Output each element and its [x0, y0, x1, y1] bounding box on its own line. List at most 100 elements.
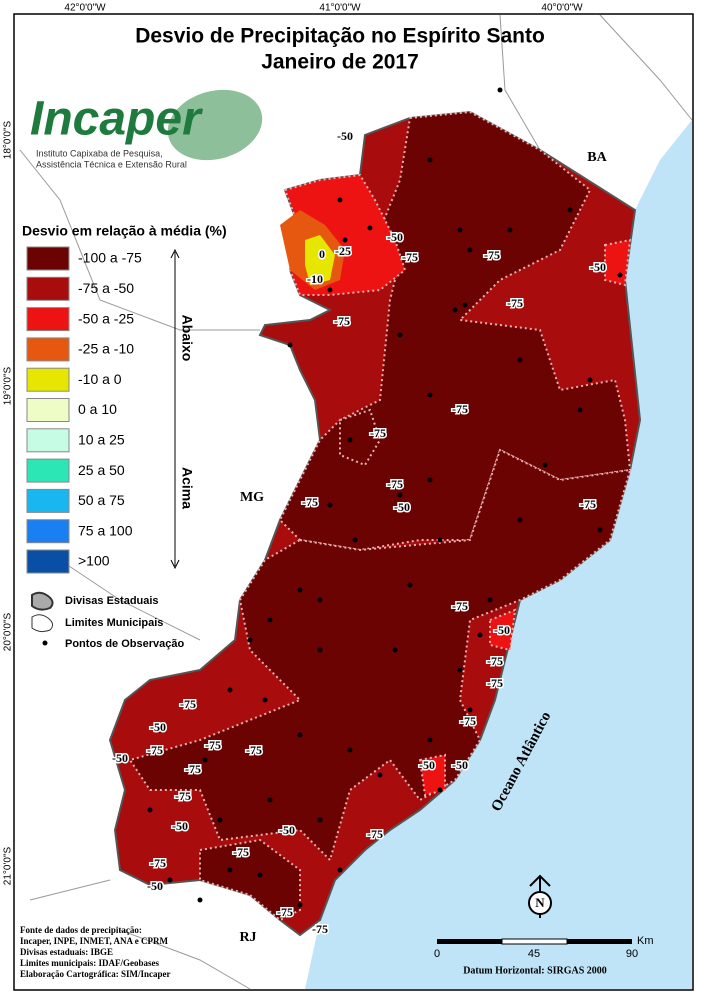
longitude-label: 41°0'0"W — [319, 3, 361, 14]
scale-segment — [437, 939, 502, 944]
region-dark — [128, 448, 632, 862]
contour-label: -75 — [312, 922, 328, 936]
contour-label: -75 — [370, 426, 386, 440]
contour-label: -50 — [112, 751, 128, 765]
logo-caption: Instituto Capixaba de Pesquisa, — [36, 148, 163, 158]
observation-point — [397, 332, 403, 338]
neighbour-borders — [19, 14, 693, 990]
observation-point — [377, 772, 383, 778]
region-yellow — [305, 235, 335, 285]
legend-swatch — [26, 307, 70, 332]
scale-segment — [567, 939, 632, 944]
legend-swatch — [26, 246, 70, 271]
contour-label: -75 — [484, 248, 500, 262]
contour-label: -50 — [337, 129, 353, 143]
observation-point — [507, 227, 513, 233]
observation-point — [327, 287, 333, 293]
observation-point — [617, 272, 623, 278]
state-name: BA — [587, 150, 607, 165]
source-line: Incaper, INPE, INMET, ANA e CPRM — [20, 936, 169, 946]
contour-label: -75 — [387, 477, 403, 491]
latitude-label: 18°0'0"S — [3, 120, 14, 159]
contour-label: -75 — [233, 845, 249, 859]
observation-point — [267, 617, 273, 623]
symbol-point — [42, 640, 48, 646]
legend-swatch — [26, 488, 70, 513]
region-red — [604, 238, 632, 287]
observation-point — [467, 247, 473, 253]
observation-point — [517, 517, 523, 523]
contour-label: -75 — [452, 599, 468, 613]
legend-swatch — [26, 337, 70, 362]
observation-point — [157, 727, 163, 733]
observation-point — [167, 877, 173, 883]
title: Desvio de Precipitação no Espírito Santo — [135, 25, 545, 48]
legend-above: Acima — [179, 467, 195, 509]
observation-points — [147, 87, 623, 908]
legend-title: Desvio em relação à média (%) — [22, 223, 227, 239]
contour-label: -75 — [507, 296, 523, 310]
contour-label: -75 — [452, 402, 468, 416]
legend-label: 0 a 10 — [78, 401, 117, 417]
observation-point — [317, 597, 323, 603]
observation-point — [577, 407, 583, 413]
observation-point — [477, 632, 483, 638]
observation-point — [542, 462, 548, 468]
observation-point — [367, 225, 373, 231]
observation-point — [347, 747, 353, 753]
contour-label: -10 — [307, 272, 323, 286]
observation-point — [437, 787, 443, 793]
contour-label: -50 — [394, 500, 410, 514]
observation-point — [487, 597, 493, 603]
observation-point — [297, 732, 303, 738]
contour-label: -50 — [150, 720, 166, 734]
region-red — [418, 753, 446, 797]
observation-point — [227, 867, 233, 873]
observation-point — [427, 477, 433, 483]
observation-point — [287, 342, 293, 348]
observation-point — [202, 757, 208, 763]
observation-point — [462, 302, 468, 308]
contour-label: -50 — [452, 758, 468, 772]
observation-point — [227, 687, 233, 693]
symbol-municipal — [31, 614, 54, 633]
contour-label: -75 — [180, 697, 196, 711]
legend-arrows — [170, 248, 180, 570]
legend-label: 75 a 100 — [78, 522, 133, 538]
longitude-label: 42°0'0"W — [64, 3, 106, 14]
observation-point — [427, 392, 433, 398]
contour-label: -75 — [246, 743, 262, 757]
legend-swatch — [26, 428, 70, 453]
contour-label: -75 — [302, 495, 318, 509]
logo-caption: Assistência Técnica e Extensão Rural — [36, 159, 187, 169]
subtitle: Janeiro de 2017 — [261, 51, 419, 74]
north-arrow-head — [529, 874, 551, 887]
observation-point — [197, 897, 203, 903]
contour-label: -25 — [335, 244, 351, 258]
contour-label: -50 — [147, 879, 163, 893]
contour-label: -75 — [460, 714, 476, 728]
observation-point — [147, 807, 153, 813]
observation-point — [257, 872, 263, 878]
scale-tick: 45 — [528, 948, 540, 960]
source-line: Limites municipais: IDAF/Geobases — [20, 958, 160, 968]
ocean — [305, 120, 692, 989]
observation-point — [352, 537, 358, 543]
observation-point — [262, 697, 268, 703]
latitude-label: 19°0'0"S — [3, 366, 14, 405]
observation-point — [467, 707, 473, 713]
contour-label: -75 — [205, 738, 221, 752]
legend-swatch — [26, 458, 70, 483]
contour-label: -75 — [277, 905, 293, 919]
scale-segment — [501, 938, 568, 945]
contour-label: -50 — [387, 230, 403, 244]
contour-label: -75 — [175, 789, 191, 803]
logo-name: Incaper — [30, 93, 203, 146]
observation-point — [457, 227, 463, 233]
observation-point — [342, 237, 348, 243]
state-name: MG — [240, 490, 264, 505]
contour-label: -75 — [185, 762, 201, 776]
north-label: N — [535, 895, 545, 910]
observation-point — [267, 797, 273, 803]
legend-swatch — [26, 276, 70, 301]
